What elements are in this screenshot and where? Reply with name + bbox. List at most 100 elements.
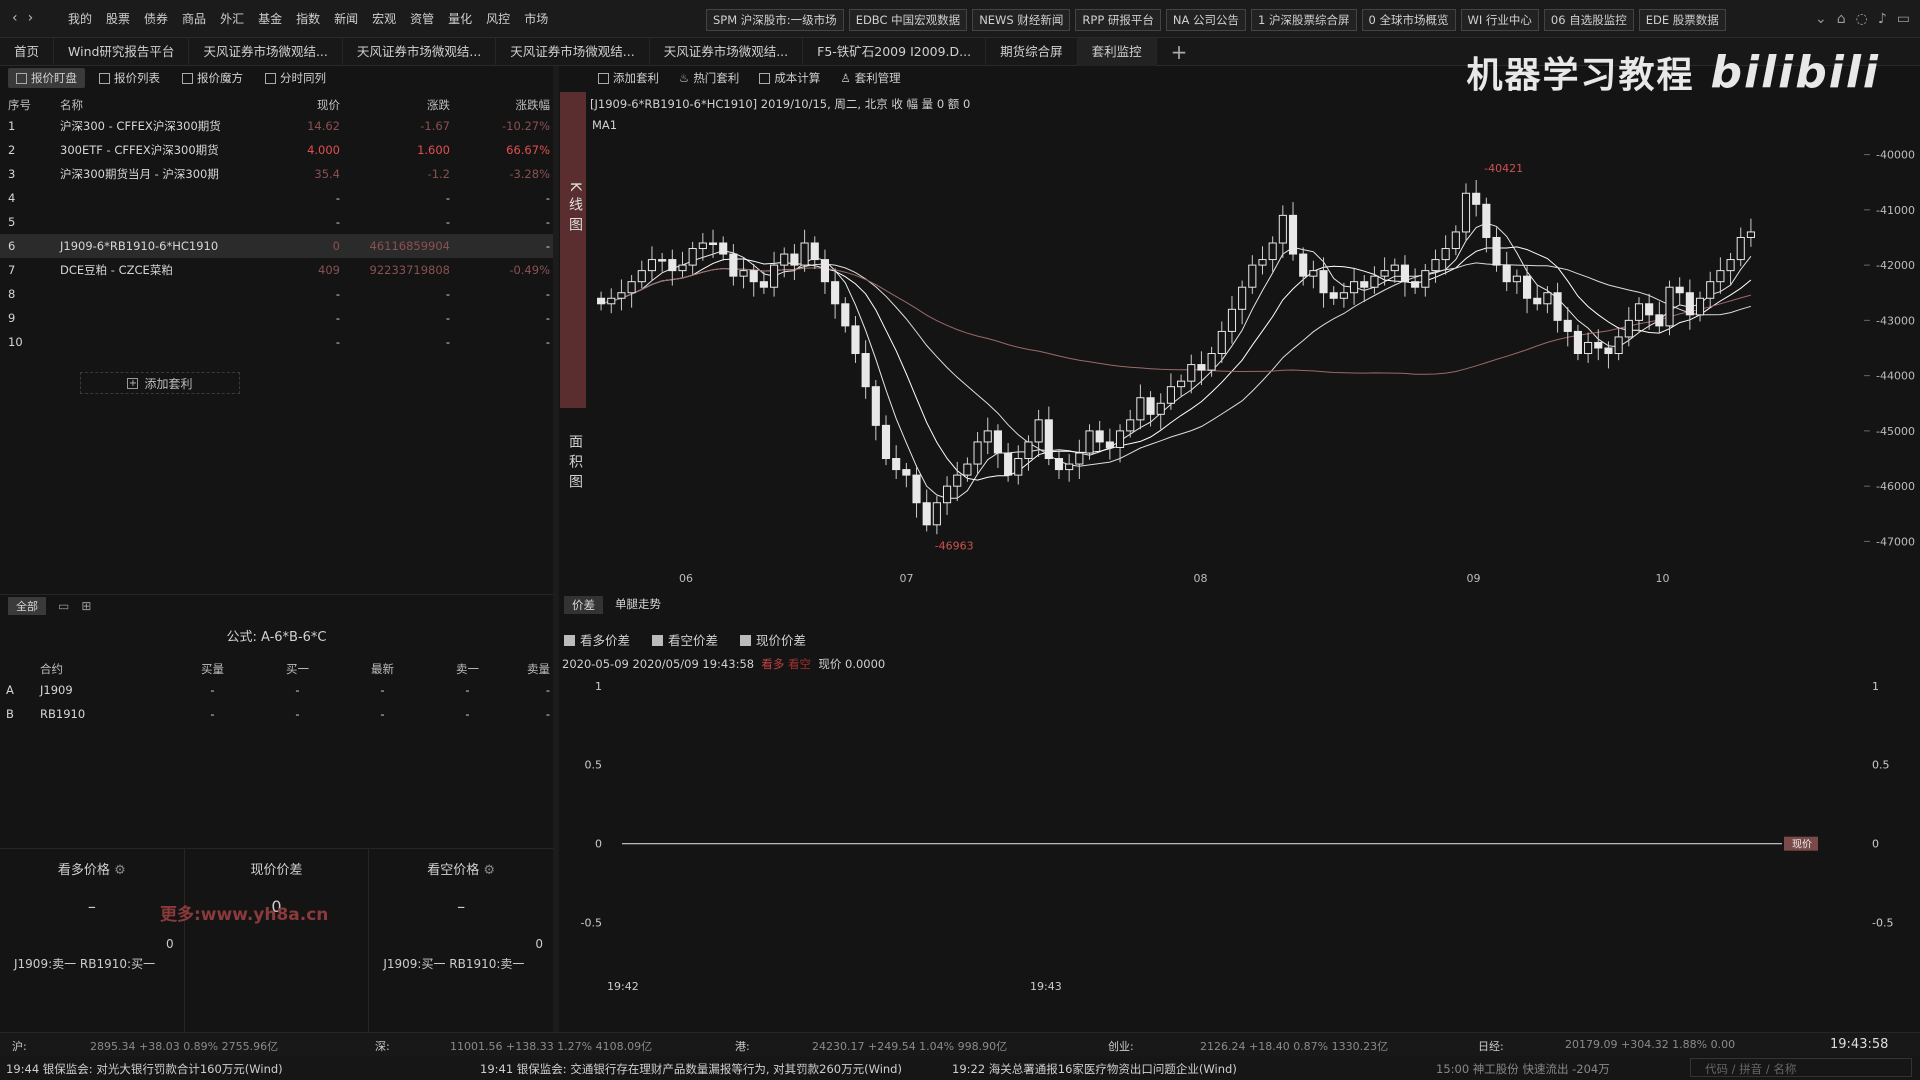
- add-tab-icon[interactable]: +: [1170, 39, 1188, 64]
- area-side-tab[interactable]: 面积图: [560, 434, 586, 554]
- tab-5[interactable]: 天风证券市场微观结...: [650, 37, 804, 66]
- short-spread-checkbox[interactable]: 看空价差: [652, 630, 718, 649]
- add-arb-button[interactable]: 添加套利: [590, 68, 667, 88]
- candle-body: [953, 474, 962, 487]
- ma-60-line: [600, 267, 1752, 375]
- quick-link-7[interactable]: WI 行业中心: [1460, 9, 1539, 31]
- nav-item-11[interactable]: 风控: [486, 12, 511, 26]
- tab-0[interactable]: 首页: [0, 37, 55, 66]
- nav-item-6[interactable]: 指数: [296, 12, 321, 26]
- back-icon[interactable]: ‹: [12, 10, 18, 26]
- spread-checkboxes: 看多价差 看空价差 现价价差: [564, 630, 806, 649]
- quote-row[interactable]: 8 - - -: [0, 282, 555, 306]
- forward-icon[interactable]: ›: [27, 10, 34, 26]
- panel-divider[interactable]: [553, 66, 559, 1032]
- chat-icon[interactable]: ◌: [1855, 11, 1868, 27]
- bell-icon[interactable]: ♪: [1877, 11, 1887, 27]
- quote-row[interactable]: 6 J1909-6*RB1910-6*HC1910 0 46116859904 -: [0, 234, 555, 258]
- hot-arb-button[interactable]: ♨ 热门套利: [671, 68, 747, 88]
- news-item-4[interactable]: 15:00 神工股份 快速流出 -204万: [1436, 1062, 1610, 1076]
- quote-cube-button[interactable]: 报价魔方: [174, 68, 251, 88]
- nav-item-0[interactable]: 我的: [68, 12, 93, 26]
- folder-icon[interactable]: ▭: [58, 598, 70, 613]
- nav-item-7[interactable]: 新闻: [334, 12, 359, 26]
- quote-row[interactable]: 1 沪深300 - CFFEX沪深300期货 14.62 -1.67 -10.27%: [0, 114, 555, 138]
- quote-row[interactable]: 2 300ETF - CFFEX沪深300期货 4.000 1.600 66.67%: [0, 138, 555, 162]
- quote-cell-chg: -: [445, 191, 450, 205]
- quote-cell-chg: 1.600: [417, 143, 450, 157]
- tab-3[interactable]: 天风证券市场微观结...: [343, 37, 497, 66]
- quote-row[interactable]: 3 沪深300期货当月 - 沪深300期 35.4 -1.2 -3.28%: [0, 162, 555, 186]
- add-arbitrage-button[interactable]: + 添加套利: [80, 372, 240, 394]
- quote-row[interactable]: 5 - - -: [0, 210, 555, 234]
- quote-cell-pct: -10.27%: [502, 119, 550, 133]
- spread-chart[interactable]: 1 1 0.5 0.5 0 0 -0.5 -0.5 现价 19:42 19:43: [560, 670, 1920, 1010]
- kline-side-tab[interactable]: K线图: [560, 92, 586, 408]
- quote-row[interactable]: 9 - - -: [0, 306, 555, 330]
- timeshare-button[interactable]: 分时同列: [257, 68, 334, 88]
- nav-item-2[interactable]: 债券: [144, 12, 169, 26]
- contract-row[interactable]: B RB1910 - - - - -: [0, 702, 553, 726]
- nav-item-9[interactable]: 资管: [410, 12, 435, 26]
- nav-item-8[interactable]: 宏观: [372, 12, 397, 26]
- candle-body: [698, 242, 707, 250]
- tab-2[interactable]: 天风证券市场微观结...: [189, 37, 343, 66]
- candle-body: [1400, 264, 1410, 283]
- candle-body: [1207, 353, 1216, 371]
- col-name[interactable]: 名称: [60, 98, 83, 112]
- tab-4[interactable]: 天风证券市场微观结...: [496, 37, 650, 66]
- col-pct[interactable]: 涨跌幅: [515, 98, 551, 112]
- quick-link-1[interactable]: EDBC 中国宏观数据: [848, 9, 968, 31]
- single-leg-tab[interactable]: 单腿走势: [615, 597, 661, 611]
- col-change[interactable]: 涨跌: [427, 98, 450, 112]
- spot-spread-checkbox[interactable]: 现价价差: [740, 630, 806, 649]
- gear-icon[interactable]: ⚙: [114, 863, 126, 878]
- ma-label: MA1: [592, 118, 618, 132]
- nav-item-5[interactable]: 基金: [258, 12, 283, 26]
- nav-item-3[interactable]: 商品: [182, 12, 207, 26]
- all-group-button[interactable]: 全部: [8, 596, 46, 615]
- quote-row[interactable]: 10 - - -: [0, 330, 555, 354]
- tab-1[interactable]: Wind研究报告平台: [54, 37, 190, 66]
- gear-icon[interactable]: ⚙: [483, 863, 496, 878]
- nav-item-10[interactable]: 量化: [448, 12, 473, 26]
- cost-calc-button[interactable]: 成本计算: [751, 68, 828, 88]
- quote-list-button[interactable]: 报价列表: [91, 68, 168, 88]
- nav-item-1[interactable]: 股票: [106, 12, 131, 26]
- quote-row[interactable]: 4 - - -: [0, 186, 555, 210]
- quick-link-5[interactable]: 1 沪深股票综合屏: [1251, 9, 1357, 31]
- col-price[interactable]: 现价: [317, 98, 340, 112]
- home-icon[interactable]: ⌂: [1836, 11, 1846, 27]
- tab-8[interactable]: 套利监控: [1077, 37, 1157, 66]
- x-tick-label: 09: [1467, 572, 1481, 585]
- kline-panel: 添加套利 ♨ 热门套利 成本计算 ♙ 套利管理 K线图 面积图 [J1909-6*R…: [560, 66, 1920, 614]
- news-item-1[interactable]: 19:44 银保监会: 对光大银行罚款合计160万元(Wind): [6, 1062, 283, 1076]
- contract-row[interactable]: A J1909 - - - - -: [0, 678, 553, 702]
- col-no[interactable]: 序号: [8, 98, 31, 112]
- quote-row[interactable]: 7 DCE豆粕 - CZCE菜粕 409 92233719808 -0.49%: [0, 258, 555, 282]
- window-icon[interactable]: ▭: [1896, 11, 1910, 27]
- quick-link-3[interactable]: RPP 研报平台: [1075, 9, 1161, 31]
- kline-chart[interactable]: -40000 -41000 -42000 -43000 -44000 -45000 -460…: [586, 128, 1920, 588]
- news-item-2[interactable]: 19:41 银保监会: 交通银行存在理财产品数量漏报等行为, 对其罚款260万元…: [480, 1062, 902, 1076]
- quick-link-6[interactable]: 0 全球市场概览: [1361, 9, 1456, 31]
- quick-link-9[interactable]: EDE 股票数据: [1638, 9, 1726, 31]
- spread-tab[interactable]: 价差: [564, 596, 603, 614]
- code-search-input[interactable]: 代码 / 拼音 / 名称: [1690, 1058, 1912, 1077]
- nav-item-12[interactable]: 市场: [524, 12, 549, 26]
- quick-link-2[interactable]: NEWS 财经新闻: [972, 9, 1071, 31]
- quick-link-0[interactable]: SPM 沪深股市:一级市场: [706, 9, 844, 31]
- tab-6[interactable]: F5-铁矿石2009 I2009.D...: [803, 37, 987, 66]
- arb-manage-button[interactable]: ♙ 套利管理: [832, 68, 908, 88]
- quick-link-4[interactable]: NA 公司公告: [1165, 9, 1247, 31]
- quote-cell-price: 14.62: [307, 119, 340, 133]
- add-group-icon[interactable]: ⊞: [81, 598, 92, 613]
- quote-watch-button[interactable]: 报价盯盘: [8, 68, 85, 88]
- tab-7[interactable]: 期货综合屏: [986, 37, 1078, 66]
- candle-body: [1746, 231, 1755, 238]
- long-spread-checkbox[interactable]: 看多价差: [564, 630, 630, 649]
- nav-item-4[interactable]: 外汇: [220, 12, 245, 26]
- news-item-3[interactable]: 19:22 海关总署通报16家医疗物资出口问题企业(Wind): [952, 1062, 1237, 1076]
- chevron-down-icon[interactable]: ⌄: [1814, 11, 1827, 27]
- quick-link-8[interactable]: 06 自选股监控: [1543, 9, 1634, 31]
